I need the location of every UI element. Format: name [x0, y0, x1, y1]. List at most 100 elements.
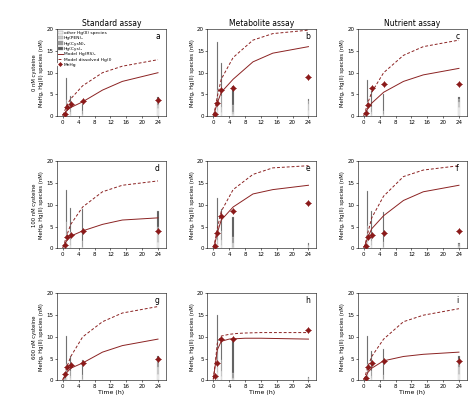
Bar — [371, 378, 373, 380]
Bar — [82, 379, 83, 380]
Text: f: f — [456, 164, 459, 173]
Bar — [383, 379, 384, 380]
Bar — [215, 247, 216, 248]
Bar — [66, 78, 67, 99]
Bar — [308, 247, 309, 248]
Bar — [458, 107, 460, 116]
Point — [211, 243, 219, 250]
Bar — [66, 190, 67, 222]
Bar — [64, 378, 65, 379]
Point — [213, 359, 221, 366]
Bar — [70, 107, 72, 112]
Bar — [64, 247, 65, 248]
Bar — [215, 114, 216, 115]
Bar — [220, 112, 222, 116]
Bar — [383, 212, 384, 242]
Text: a: a — [155, 32, 160, 41]
Bar — [70, 356, 72, 371]
Bar — [157, 242, 159, 248]
Point — [211, 373, 219, 380]
Bar — [70, 376, 72, 378]
Bar — [64, 114, 65, 115]
Point — [364, 234, 372, 241]
Bar — [458, 246, 460, 247]
Bar — [458, 243, 460, 245]
Point — [380, 230, 387, 237]
Bar — [215, 113, 216, 114]
Bar — [371, 351, 373, 371]
Bar — [157, 357, 159, 359]
Bar — [367, 336, 368, 364]
Bar — [371, 376, 373, 378]
Y-axis label: 100 nM cysteine
MeHg, Hg(II) species (nM): 100 nM cysteine MeHg, Hg(II) species (nM… — [32, 171, 45, 239]
Bar — [157, 97, 159, 99]
Bar — [66, 336, 67, 364]
Bar — [371, 211, 373, 235]
Bar — [367, 191, 368, 226]
Bar — [157, 99, 159, 105]
Bar — [458, 102, 460, 107]
Bar — [232, 114, 234, 116]
Bar — [66, 372, 67, 376]
Bar — [220, 231, 222, 240]
Bar — [458, 367, 460, 374]
Bar — [232, 379, 234, 380]
Point — [229, 84, 237, 91]
Bar — [220, 107, 222, 112]
Bar — [70, 114, 72, 116]
Point — [61, 370, 69, 377]
Bar — [367, 226, 368, 237]
Bar — [365, 244, 366, 246]
Bar — [70, 378, 72, 380]
Point — [362, 243, 370, 250]
Bar — [365, 378, 366, 379]
Bar — [365, 114, 366, 115]
Bar — [458, 99, 460, 102]
Point — [79, 227, 86, 234]
Bar — [70, 240, 72, 245]
Bar — [215, 377, 216, 378]
Bar — [82, 115, 83, 116]
Bar — [220, 63, 222, 96]
Bar — [371, 245, 373, 248]
Point — [380, 357, 387, 364]
Point — [61, 242, 69, 248]
Bar — [66, 376, 67, 380]
Point — [63, 364, 71, 371]
X-axis label: Time (h): Time (h) — [249, 390, 275, 395]
Bar — [365, 115, 366, 116]
Point — [67, 362, 74, 369]
Bar — [66, 112, 67, 116]
Bar — [383, 115, 384, 116]
Bar — [232, 217, 234, 237]
Point — [218, 87, 225, 94]
Point — [305, 327, 312, 334]
Bar — [308, 377, 309, 378]
Bar — [220, 245, 222, 248]
Bar — [220, 360, 222, 371]
Point — [218, 336, 225, 342]
Bar — [232, 244, 234, 247]
Point — [305, 199, 312, 206]
Bar — [367, 376, 368, 380]
Bar — [383, 242, 384, 247]
Bar — [308, 245, 309, 246]
Bar — [220, 209, 222, 231]
Bar — [157, 359, 159, 367]
Bar — [157, 105, 159, 108]
Point — [63, 104, 71, 111]
Legend: other Hg(II) species, Hg(PEN)₂, Hg(CysN)₂, Hg(Cys)₂, Model Hg(RS)₂, Model dissol: other Hg(II) species, Hg(PEN)₂, Hg(CysN)… — [58, 30, 112, 67]
Title: Metabolite assay: Metabolite assay — [229, 19, 294, 28]
Bar — [365, 379, 366, 380]
Bar — [367, 102, 368, 108]
Bar — [217, 348, 218, 363]
Point — [213, 230, 221, 237]
Point — [368, 359, 375, 366]
Point — [218, 212, 225, 219]
Bar — [157, 108, 159, 116]
Bar — [458, 359, 460, 367]
Bar — [383, 375, 384, 379]
Text: g: g — [155, 296, 160, 305]
Text: h: h — [306, 296, 310, 305]
Bar — [367, 108, 368, 112]
